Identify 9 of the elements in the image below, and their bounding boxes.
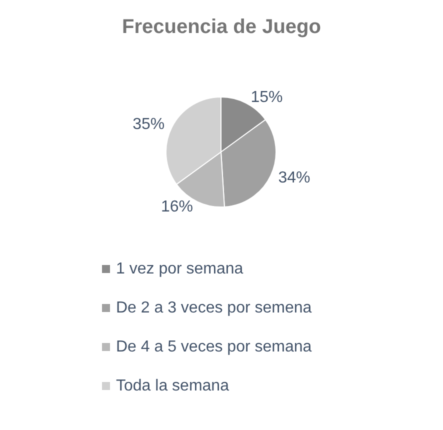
legend-label: 1 vez por semana: [116, 260, 244, 278]
legend-label: Toda la semana: [116, 378, 230, 394]
data-label: 15%: [250, 89, 283, 106]
legend-label: De 4 a 5 veces por semana: [116, 338, 312, 356]
chart-title: Frecuencia de Juego: [122, 16, 321, 38]
legend-label: De 2 a 3 veces por semena: [116, 300, 312, 316]
data-label: 34%: [278, 169, 310, 186]
data-label: 35%: [132, 116, 165, 133]
data-label: 16%: [160, 198, 194, 216]
